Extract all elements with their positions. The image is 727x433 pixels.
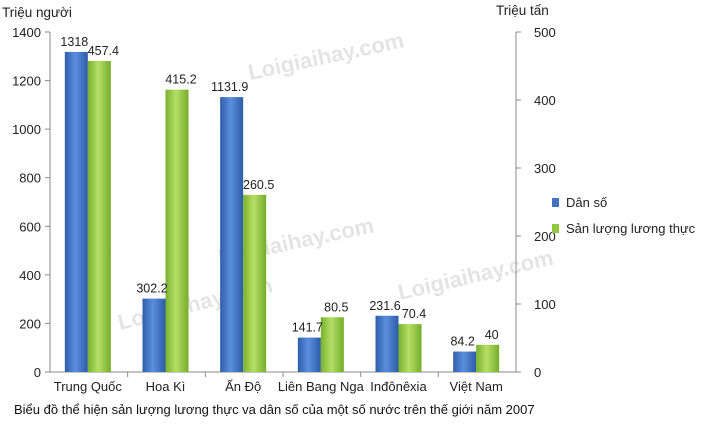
left-tick-label: 400 — [19, 268, 41, 283]
bar-san-luong — [243, 194, 267, 372]
bar-san-luong — [320, 317, 344, 372]
right-axis-title: Triệu tấn — [496, 3, 549, 18]
bar-dan-so — [453, 351, 477, 372]
chart-caption: Biểu đồ thể hiện sản lượng lương thực va… — [14, 402, 535, 417]
bar-san-luong — [398, 324, 422, 372]
legend: Dân số Sản lượng lương thực — [552, 195, 696, 236]
data-label: 84.2 — [450, 335, 474, 349]
watermark-0: Loigiaihay.com — [246, 27, 406, 84]
left-tick-label: 1200 — [12, 74, 41, 89]
left-tick-label: 800 — [19, 171, 41, 186]
category-label: Inđônêxia — [370, 379, 427, 394]
data-label: 141.7 — [292, 321, 323, 335]
bar-san-luong — [165, 89, 189, 372]
data-label: 80.5 — [324, 300, 348, 314]
right-tick-label: 300 — [534, 161, 556, 176]
category-label: Trung Quốc — [54, 379, 123, 394]
data-label: 302.2 — [136, 282, 167, 296]
left-tick-label: 1400 — [12, 25, 41, 40]
legend-swatch — [552, 198, 559, 207]
bar-dan-so — [220, 97, 244, 373]
legend-swatch — [552, 224, 559, 233]
data-label: 260.5 — [243, 178, 274, 192]
left-tick-label: 0 — [34, 365, 41, 380]
bar-san-luong — [476, 344, 500, 372]
data-label: 70.4 — [402, 307, 426, 321]
right-tick-label: 500 — [534, 25, 556, 40]
data-label: 457.4 — [88, 44, 119, 58]
legend-label: Sản lượng lương thực — [566, 221, 696, 236]
left-axis-title: Triệu người — [2, 5, 72, 20]
left-tick-label: 600 — [19, 219, 41, 234]
data-label: 231.6 — [369, 299, 400, 313]
category-label: Ấn Độ — [225, 379, 261, 394]
data-label: 1318 — [60, 35, 88, 49]
bar-dan-so — [142, 298, 166, 372]
watermark-2: Loigiaihay.com — [396, 245, 556, 305]
bars — [64, 51, 500, 373]
left-tick-label: 1000 — [12, 122, 41, 137]
category-label: Liên Bang Nga — [278, 379, 365, 394]
right-tick-label: 200 — [534, 229, 556, 244]
data-label: 40 — [485, 328, 499, 342]
right-tick-label: 400 — [534, 93, 556, 108]
data-label: 415.2 — [165, 73, 196, 87]
bar-dan-so — [297, 337, 321, 372]
left-tick-label: 200 — [19, 316, 41, 331]
category-label: Việt Nam — [450, 379, 503, 394]
right-tick-label: 0 — [534, 365, 541, 380]
legend-label: Dân số — [566, 195, 607, 210]
bar-dan-so — [375, 315, 399, 372]
data-label: 1131.9 — [211, 80, 248, 94]
axes: 0 200 400 600 800 1000 1200 1400 0 100 200 300 400 50… — [2, 3, 556, 394]
bar-san-luong — [87, 60, 111, 373]
bar-dan-so — [64, 51, 88, 373]
right-tick-label: 100 — [534, 297, 556, 312]
category-label: Hoa Kì — [146, 379, 186, 394]
